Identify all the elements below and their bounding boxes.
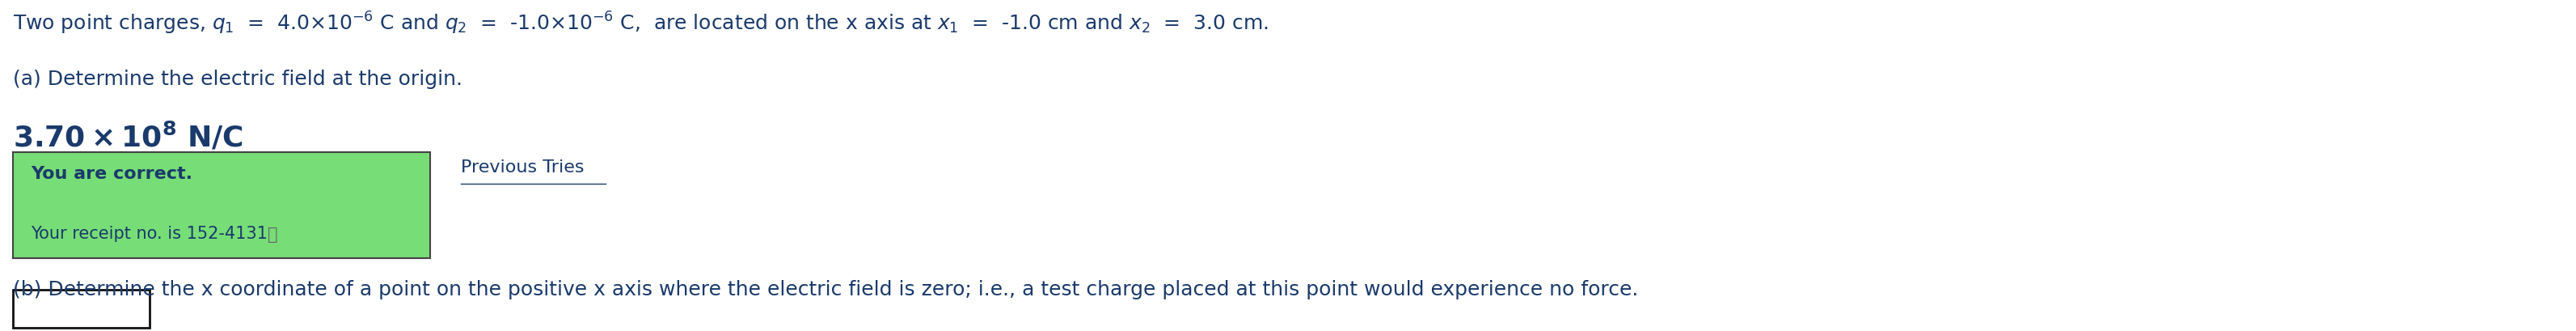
FancyBboxPatch shape	[13, 152, 430, 258]
Text: (a) Determine the electric field at the origin.: (a) Determine the electric field at the …	[13, 70, 464, 89]
Text: Previous Tries: Previous Tries	[461, 159, 585, 175]
Text: Your receipt no. is 152-4131: Your receipt no. is 152-4131	[31, 225, 268, 242]
Text: Two point charges, $q_1$  =  4.0$\times$10$^{-6}$ C and $q_2$  =  -1.0$\times$10: Two point charges, $q_1$ = 4.0$\times$10…	[13, 10, 1267, 36]
Text: ⓘ: ⓘ	[268, 226, 278, 242]
FancyBboxPatch shape	[13, 290, 149, 328]
Text: You are correct.: You are correct.	[31, 166, 193, 182]
Text: $\mathbf{3.70\times10^8}$ N/C: $\mathbf{3.70\times10^8}$ N/C	[13, 121, 242, 153]
Text: (b) Determine the x coordinate of a point on the positive x axis where the elect: (b) Determine the x coordinate of a poin…	[13, 280, 1638, 299]
